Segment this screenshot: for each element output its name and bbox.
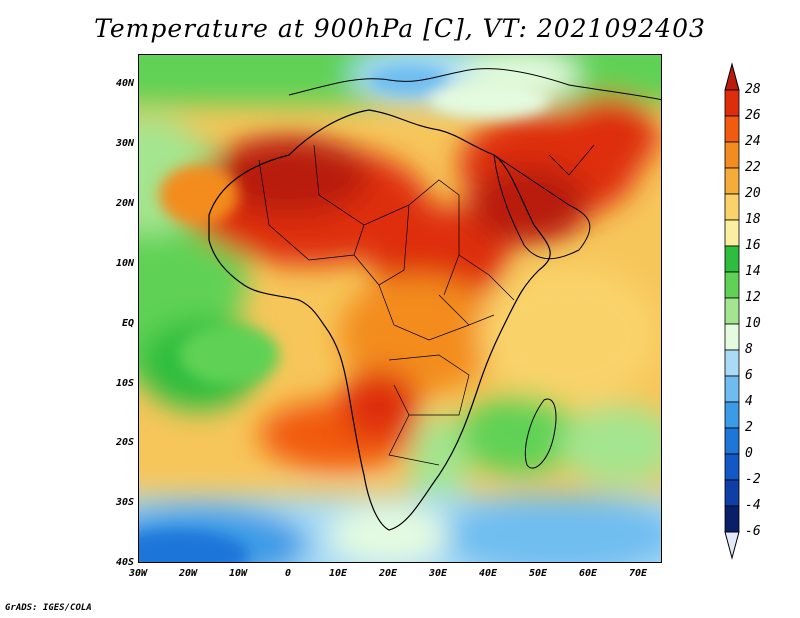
colorbar-cell xyxy=(724,349,740,377)
colorbar-top-triangle xyxy=(724,62,740,91)
arabia-coastline xyxy=(493,153,591,260)
colorbar-cell xyxy=(724,115,740,143)
x-tick-label: 30W xyxy=(128,568,148,579)
colorbar-cell xyxy=(724,479,740,507)
x-tick-label: 10W xyxy=(228,568,248,579)
y-tick-label: 30S xyxy=(115,497,134,508)
madagascar-coastline xyxy=(524,398,557,469)
colorbar-label: 26 xyxy=(745,108,761,123)
colorbar-label: 2 xyxy=(745,420,753,435)
colorbar-bottom-triangle xyxy=(724,531,740,560)
chart-title: Temperature at 900hPa [C], VT: 202109240… xyxy=(94,14,706,43)
colorbar-label: -6 xyxy=(745,524,761,539)
colorbar-cell xyxy=(724,297,740,325)
colorbar xyxy=(724,62,740,560)
colorbar-cell xyxy=(724,453,740,481)
colorbar-label: 14 xyxy=(745,264,761,279)
y-tick-label: EQ xyxy=(121,318,134,329)
temperature-map xyxy=(138,54,662,563)
colorbar-label: 16 xyxy=(745,238,761,253)
colorbar-cell xyxy=(724,245,740,273)
colorbar-label: 6 xyxy=(745,368,753,383)
colorbar-label: 22 xyxy=(745,160,761,175)
x-tick-label: 30E xyxy=(428,568,448,579)
colorbar-label: 4 xyxy=(745,394,753,409)
colorbar-label: -4 xyxy=(745,498,761,513)
africa-coastline xyxy=(208,109,551,531)
colorbar-cell xyxy=(724,427,740,455)
x-tick-label: 0 xyxy=(284,568,292,579)
map-canvas xyxy=(139,55,661,562)
country-borders xyxy=(258,144,595,466)
colorbar-cell xyxy=(724,219,740,247)
colorbar-cell xyxy=(724,505,740,533)
colorbar-cell xyxy=(724,141,740,169)
x-tick-label: 40E xyxy=(478,568,498,579)
colorbar-label: 24 xyxy=(745,134,761,149)
x-tick-label: 20W xyxy=(178,568,198,579)
colorbar-cell xyxy=(724,323,740,351)
y-tick-label: 40N xyxy=(115,78,134,89)
colorbar-cell xyxy=(724,375,740,403)
colorbar-label: -2 xyxy=(745,472,761,487)
x-tick-label: 20E xyxy=(378,568,398,579)
credit-text: GrADS: IGES/COLA xyxy=(5,603,92,613)
x-tick-label: 10E xyxy=(328,568,348,579)
colorbar-cell xyxy=(724,89,740,117)
europe-coastline xyxy=(288,68,661,101)
colorbar-label: 28 xyxy=(745,82,761,97)
y-tick-label: 10S xyxy=(115,378,134,389)
colorbar-label: 18 xyxy=(745,212,761,227)
colorbar-label: 10 xyxy=(745,316,761,331)
x-tick-label: 50E xyxy=(528,568,548,579)
colorbar-cell xyxy=(724,271,740,299)
y-tick-label: 20S xyxy=(115,437,134,448)
x-tick-label: 60E xyxy=(578,568,598,579)
colorbar-cell xyxy=(724,401,740,429)
colorbar-label: 20 xyxy=(745,186,761,201)
y-tick-label: 20N xyxy=(115,198,134,209)
x-tick-label: 70E xyxy=(628,568,648,579)
colorbar-label: 0 xyxy=(745,446,753,461)
colorbar-cell xyxy=(724,167,740,195)
field-detail xyxy=(139,65,549,562)
y-tick-label: 10N xyxy=(115,258,134,269)
y-tick-label: 40S xyxy=(115,557,134,568)
colorbar-cell xyxy=(724,193,740,221)
colorbar-label: 12 xyxy=(745,290,761,305)
y-tick-label: 30N xyxy=(115,138,134,149)
colorbar-label: 8 xyxy=(745,342,753,357)
